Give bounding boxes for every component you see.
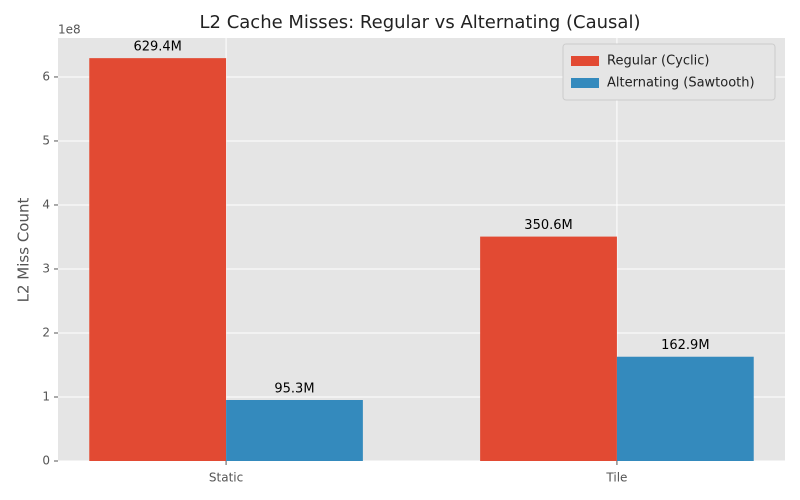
y-offset-label: 1e8 xyxy=(58,23,81,37)
y-tick-label: 0 xyxy=(42,454,50,468)
y-tick-label: 1 xyxy=(42,389,50,403)
bar xyxy=(89,58,227,462)
y-tick-label: 4 xyxy=(42,197,50,211)
y-tick-label: 3 xyxy=(42,261,50,275)
value-label: 350.6M xyxy=(524,218,572,233)
legend-swatch xyxy=(571,78,599,88)
legend-label: Alternating (Sawtooth) xyxy=(607,76,755,91)
y-tick-label: 5 xyxy=(42,133,50,147)
legend-swatch xyxy=(571,56,599,66)
x-tick-label: Tile xyxy=(605,471,627,485)
x-tick-label: Static xyxy=(209,471,243,485)
y-tick-label: 6 xyxy=(42,69,50,83)
legend-box xyxy=(562,43,776,101)
value-label: 95.3M xyxy=(274,382,314,397)
value-label: 162.9M xyxy=(661,338,709,353)
y-axis-label: L2 Miss Count xyxy=(15,198,33,303)
bar xyxy=(226,400,363,461)
value-label: 629.4M xyxy=(133,40,181,55)
bar xyxy=(480,236,617,461)
bar xyxy=(616,356,754,461)
chart-title: L2 Cache Misses: Regular vs Alternating … xyxy=(200,12,641,33)
legend-label: Regular (Cyclic) xyxy=(607,54,709,69)
y-tick-label: 2 xyxy=(42,325,50,339)
